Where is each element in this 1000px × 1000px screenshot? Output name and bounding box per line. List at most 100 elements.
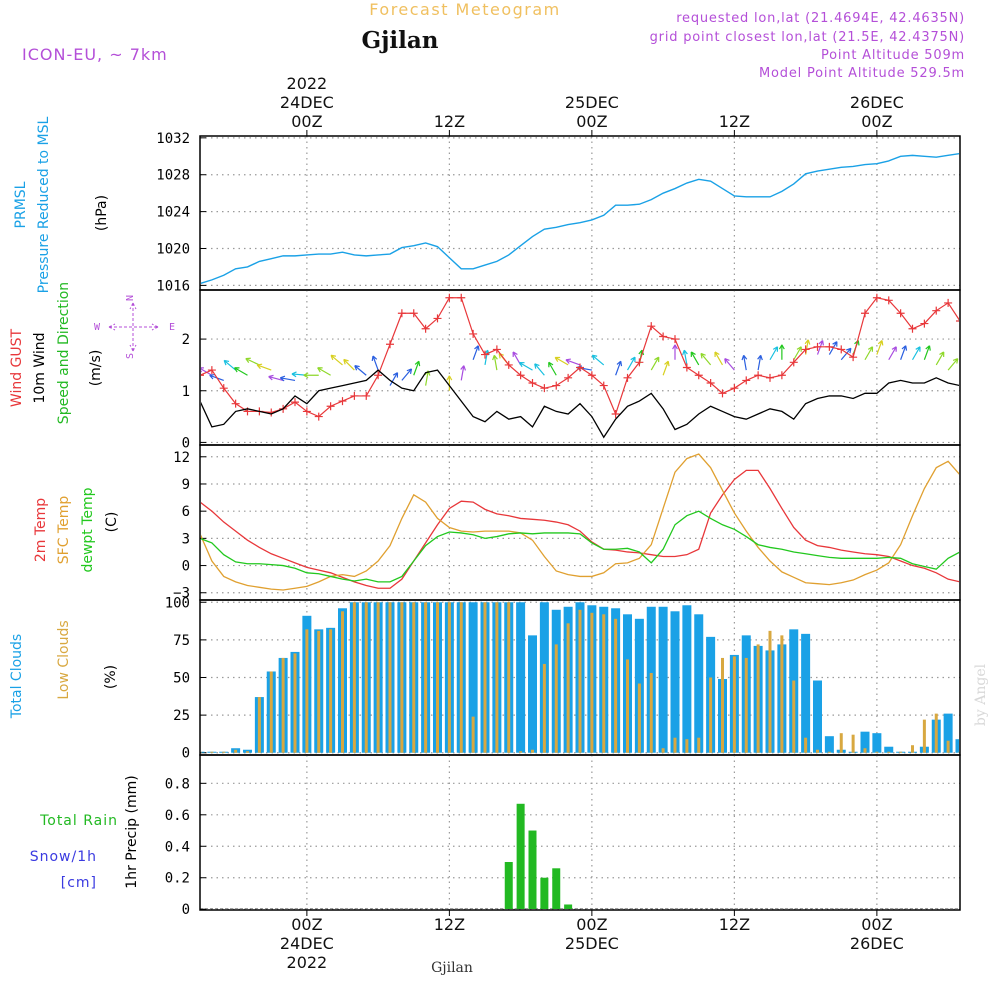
- gust-marker: [896, 309, 905, 318]
- gust-marker: [623, 373, 632, 382]
- low-clouds-bar: [768, 630, 772, 753]
- pressure-ytick-label: 1016: [156, 278, 190, 294]
- precip-ytick-label: 0.4: [165, 839, 190, 855]
- low-clouds-bar: [863, 748, 867, 753]
- product-title: Forecast Meteogram: [369, 0, 560, 19]
- wind-arrow-icon: [354, 365, 367, 376]
- low-clouds-bar: [471, 716, 475, 753]
- wind-arrow-icon: [984, 357, 992, 370]
- wind-arrow-icon: [460, 365, 467, 381]
- low-clouds-bar: [637, 683, 641, 753]
- wind-arrow-icon: [626, 356, 636, 371]
- temperature-ytick-label: −3: [173, 586, 190, 602]
- model-label: ICON-EU, ~ 7km: [22, 45, 168, 64]
- wind-arrow-icon: [793, 346, 802, 361]
- total-clouds-bar: [860, 731, 870, 753]
- wind-ytick-label: 1: [182, 384, 190, 400]
- low-clouds-bar: [341, 611, 344, 753]
- snow-label: Snow/1h: [30, 849, 97, 865]
- gust-marker: [718, 389, 727, 398]
- pressure-unit: (hPa): [94, 195, 110, 231]
- gust-marker: [956, 320, 959, 322]
- wind-arrow-icon: [876, 340, 884, 355]
- dewpt-temp-line: [201, 510, 959, 583]
- gust-marker: [338, 397, 347, 406]
- wind-arrow-icon: [303, 372, 319, 379]
- low-clouds-bar: [376, 602, 380, 753]
- wind-panel: Wind GUST 10m Wind Speed and Direction (…: [9, 282, 1000, 451]
- wind-series: [201, 293, 1000, 439]
- temperature-ytick-label: 0: [182, 559, 190, 575]
- time-label: 2022: [287, 953, 328, 972]
- compass-rose: N S W E: [94, 295, 175, 359]
- precip-ytick-label: 0.2: [165, 871, 190, 887]
- low-clouds-bar: [400, 602, 404, 753]
- low-clouds-bar: [329, 629, 333, 753]
- wind-arrow-icon: [662, 360, 670, 376]
- time-label: 25DEC: [565, 934, 619, 953]
- low-clouds-bar: [673, 737, 677, 753]
- total-clouds-bar: [872, 733, 882, 753]
- time-label: 25DEC: [565, 93, 619, 112]
- gust-marker: [302, 407, 311, 416]
- wind-arrow-icon: [256, 363, 272, 371]
- pressure-grid: 1016 1020 1024 1028 1032: [156, 131, 960, 294]
- low-clouds-bar: [388, 602, 392, 753]
- gust-marker: [481, 350, 489, 359]
- gust-marker: [362, 391, 371, 400]
- point-altitude: Point Altitude 509m: [821, 48, 965, 63]
- low-clouds-bar: [934, 713, 938, 753]
- low-clouds-bar: [531, 749, 534, 753]
- rain-bar: [564, 904, 573, 909]
- wind-arrow-icon: [741, 354, 748, 371]
- clouds-ytick-label: 100: [165, 595, 190, 611]
- time-label: 24DEC: [280, 934, 334, 953]
- temp-2m-label: 2m Temp: [33, 498, 49, 562]
- total-clouds-bar: [184, 637, 193, 753]
- clouds-ytick-label: 25: [173, 708, 190, 724]
- rain-bar: [540, 877, 549, 909]
- low-clouds-bar: [281, 657, 285, 753]
- gust-marker: [872, 293, 881, 302]
- wind-arrow-icon: [714, 351, 724, 366]
- pressure-frame: [199, 135, 961, 291]
- location-title: Gjilan: [361, 27, 438, 54]
- wind-arrow-icon: [996, 359, 1000, 370]
- wind-arrow-icon: [548, 361, 557, 376]
- wind-arrow-icon: [864, 346, 874, 361]
- wind-arrow-icon: [223, 359, 237, 371]
- requested-coords: requested lon,lat (21.4694E, 42.4635N): [676, 11, 965, 26]
- pressure-ytick-label: 1020: [156, 242, 190, 258]
- time-label: 00Z: [291, 112, 322, 131]
- low-clouds-bar: [994, 697, 997, 753]
- temperature-ytick-label: 6: [182, 504, 190, 520]
- low-clouds-bar: [970, 735, 973, 753]
- time-label: 26DEC: [850, 93, 904, 112]
- low-clouds-bar: [293, 653, 297, 753]
- gust-marker: [433, 314, 442, 323]
- gust-marker: [968, 330, 976, 338]
- wind-direction-arrows: [201, 339, 1000, 391]
- credit-watermark: by Angel: [973, 663, 989, 726]
- low-clouds-bar: [459, 602, 463, 753]
- gust-marker: [801, 345, 810, 354]
- compass-w: W: [94, 322, 101, 333]
- gust-marker: [207, 366, 216, 375]
- wind-arrow-icon: [700, 352, 712, 366]
- clouds-ytick-label: 0: [182, 746, 190, 762]
- wind-arrow-icon: [724, 358, 735, 371]
- gust-marker: [789, 358, 798, 367]
- gust-marker: [504, 360, 513, 369]
- precip-panel: Total Rain Snow/1h [cm] 1hr Precip (mm) …: [30, 754, 961, 918]
- low-clouds-bar: [780, 635, 784, 753]
- gust-marker: [944, 298, 953, 307]
- precip-grid: 0 0.2 0.4 0.6 0.8: [165, 755, 960, 918]
- temperature-ytick-label: 12: [173, 450, 190, 466]
- bottom-time-axis: 00Z24DEC202212Z00Z25DEC12Z00Z26DEC12Z: [280, 910, 904, 972]
- low-clouds-bar: [578, 609, 582, 753]
- low-clouds-bar: [246, 751, 249, 753]
- wind-arrow-icon: [201, 367, 213, 376]
- wind-arrow-icon: [757, 354, 763, 371]
- low-clouds-bar: [816, 749, 819, 753]
- low-clouds-bar: [827, 751, 831, 753]
